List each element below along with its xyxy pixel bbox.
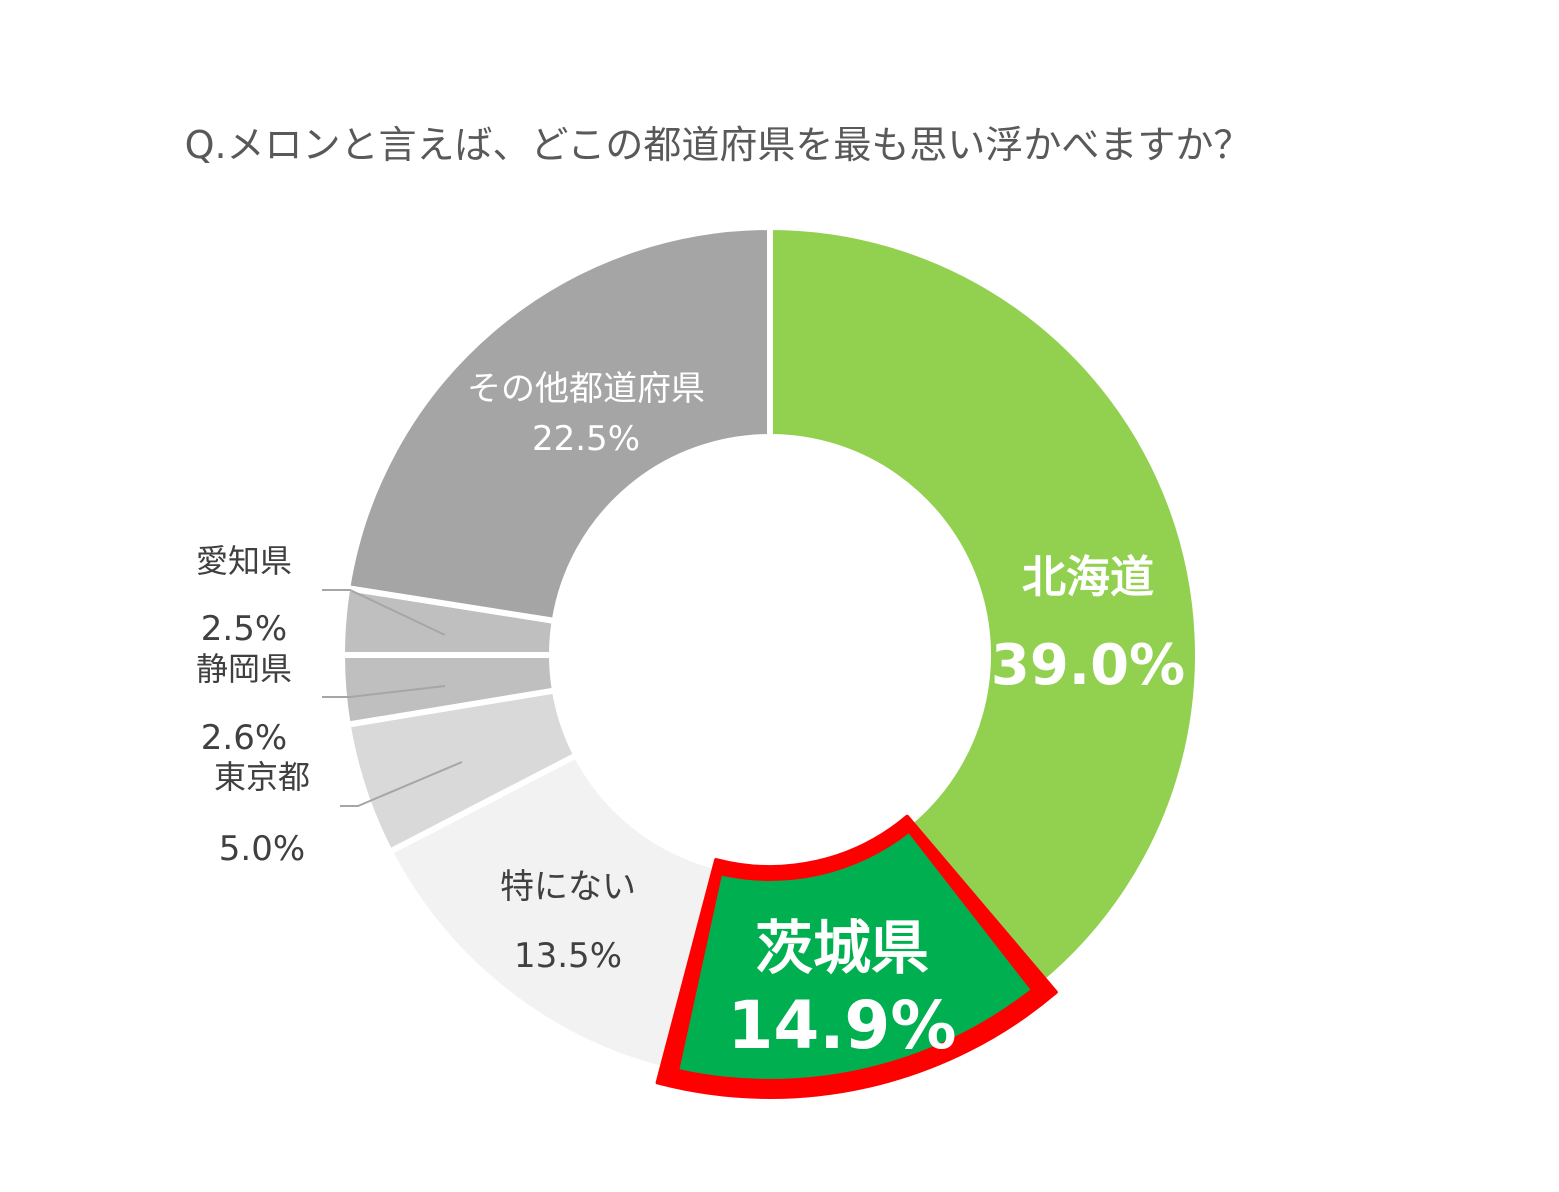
slice-layer (338, 223, 1201, 1074)
slice-label-tokyo: 東京都 (214, 758, 310, 796)
slice-none (385, 751, 721, 1074)
value-label-hokkaido: 39.0% (991, 633, 1185, 698)
slice-label-aichi: 愛知県 (196, 542, 292, 580)
leader-layer (322, 589, 463, 807)
value-label-shizuoka: 2.6% (201, 718, 287, 758)
slice-ibaraki (679, 833, 1031, 1079)
slice-label-other: その他都道府県 (467, 369, 705, 409)
value-label-tokyo: 5.0% (219, 829, 305, 869)
leader-line-tokyo (340, 761, 463, 807)
slice-label-hokkaido: 北海道 (1022, 552, 1154, 603)
label-layer: 北海道 39.0% 茨城県 14.9% 特にない 13.5% 東京都 5.0% … (196, 369, 1185, 1064)
slice-hokkaido (767, 223, 1201, 990)
leader-line-aichi (322, 589, 446, 636)
value-label-other: 22.5% (532, 419, 640, 459)
highlight-layer (655, 814, 1058, 1099)
value-label-none: 13.5% (514, 936, 622, 976)
value-label-aichi: 2.5% (201, 609, 287, 649)
slice-other (343, 223, 773, 625)
slice-label-none: 特にない (500, 867, 636, 907)
value-label-ibaraki: 14.9% (728, 987, 957, 1064)
slice-label-ibaraki: 茨城県 (755, 914, 929, 982)
leader-line-shizuoka (322, 685, 446, 698)
chart-title: Q.メロンと言えば、どこの都道府県を最も思い浮かべますか？ (185, 123, 1252, 167)
slice-label-shizuoka: 静岡県 (196, 650, 292, 688)
